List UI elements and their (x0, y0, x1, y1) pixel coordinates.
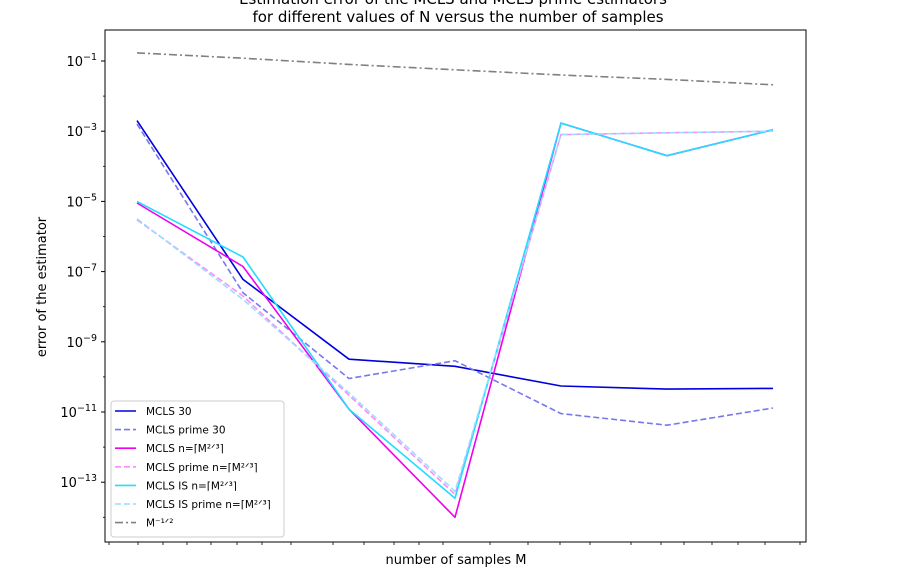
series-line-1 (136, 120, 774, 390)
legend-label-3: MCLS n=⌈M²ᐟ³⌉ (146, 443, 224, 455)
y-tick-label: 10−1 (66, 52, 97, 70)
y-tick-label: 10−13 (60, 473, 97, 491)
y-axis-label: error of the estimator (35, 216, 50, 357)
x-axis (108, 542, 801, 545)
legend-box (110, 400, 285, 538)
legend-label-7: M⁻¹ᐟ² (146, 518, 173, 530)
legend-label-2: MCLS prime 30 (146, 425, 226, 437)
legend-label-5: MCLS IS n=⌈M²ᐟ³⌉ (146, 480, 237, 492)
series-layer (136, 52, 774, 519)
series-line-2 (136, 123, 774, 427)
y-tick-label: 10−9 (66, 333, 97, 351)
legend-label-6: MCLS IS prime n=⌈M²ᐟ³⌉ (146, 499, 271, 511)
y-tick-label: 10−11 (60, 403, 97, 421)
series-line-6 (136, 130, 774, 493)
legend-label-1: MCLS 30 (146, 406, 192, 418)
y-axis: 10−1 10−3 10−5 10−7 10−9 10−11 10−13 (60, 52, 105, 518)
y-tick-label: 10−3 (66, 122, 97, 140)
plot-frame (104, 29, 807, 543)
legend-label-4: MCLS prime n=⌈M²ᐟ³⌉ (146, 462, 258, 474)
y-tick-label: 10−5 (66, 192, 97, 210)
series-line-7 (136, 52, 774, 86)
chart-title: Estimation error of the MCLS and MCLS pr… (239, 0, 667, 8)
x-axis-label: number of samples M (386, 553, 527, 568)
y-tick-label: 10−7 (66, 263, 97, 281)
series-line-5 (136, 122, 774, 500)
series-line-4 (136, 130, 774, 496)
chart-subtitle: for different values of N versus the num… (252, 8, 663, 26)
legend: MCLS 30 MCLS prime 30 MCLS n=⌈M²ᐟ³⌉ MCLS pr… (110, 400, 285, 538)
